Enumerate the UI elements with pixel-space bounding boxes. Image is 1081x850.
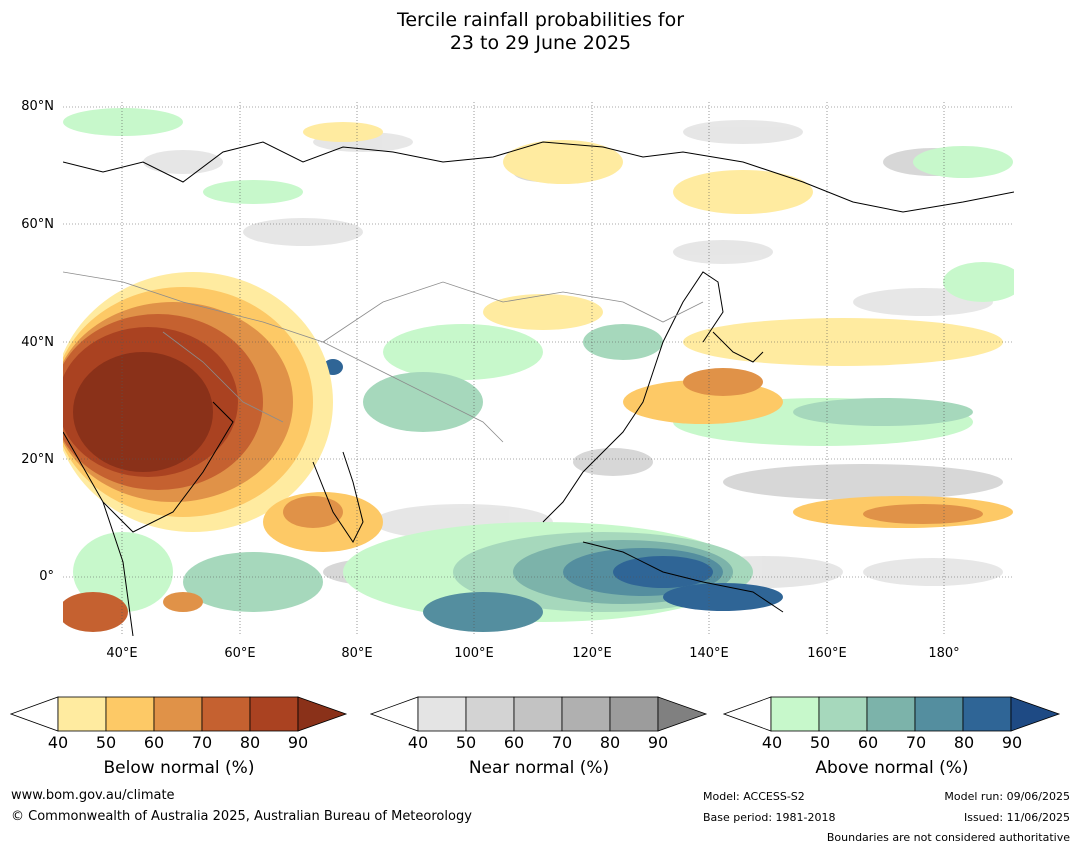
issued-text: Issued: 11/06/2025 bbox=[963, 811, 1070, 824]
model-run-text: Model run: 09/06/2025 bbox=[944, 790, 1070, 803]
tick: 80 bbox=[239, 733, 261, 752]
model-text: Model: ACCESS-S2 bbox=[703, 790, 805, 803]
tick: 90 bbox=[287, 733, 309, 752]
disclaimer-text: Boundaries are not considered authoritat… bbox=[826, 831, 1070, 844]
tick: 60 bbox=[503, 733, 525, 752]
tick: 80 bbox=[599, 733, 621, 752]
tick: 70 bbox=[905, 733, 927, 752]
tick: 70 bbox=[191, 733, 213, 752]
map-svg bbox=[63, 102, 1014, 636]
tick: 60 bbox=[143, 733, 165, 752]
colorbar-segment bbox=[105, 696, 155, 732]
lon-label-140e: 140°E bbox=[689, 646, 729, 661]
colorbar-segment bbox=[561, 696, 611, 732]
tick: 90 bbox=[1001, 733, 1023, 752]
tick: 50 bbox=[95, 733, 117, 752]
colorbar-segment bbox=[962, 696, 1012, 732]
lat-label-80n: 80°N bbox=[21, 99, 54, 114]
tick: 70 bbox=[551, 733, 573, 752]
lon-label-80e: 80°E bbox=[341, 646, 373, 661]
website-link[interactable]: www.bom.gov.au/climate bbox=[11, 788, 175, 803]
tick: 90 bbox=[647, 733, 669, 752]
tick: 40 bbox=[47, 733, 69, 752]
lon-label-40e: 40°E bbox=[106, 646, 138, 661]
tick: 50 bbox=[809, 733, 831, 752]
above-normal-patches bbox=[63, 108, 1014, 632]
map-title: Tercile rainfall probabilities for 23 to… bbox=[0, 9, 1081, 55]
colorbar-segment bbox=[201, 696, 251, 732]
colorbar-segment bbox=[57, 696, 107, 732]
country-borders bbox=[63, 271, 704, 443]
colorbar-segment bbox=[249, 696, 299, 732]
lon-label-160e: 160°E bbox=[807, 646, 847, 661]
colorbar-extend-high bbox=[297, 696, 348, 732]
colorbar-above-title: Above normal (%) bbox=[815, 758, 969, 778]
colorbar-extend-high bbox=[1010, 696, 1061, 732]
lat-label-0: 0° bbox=[39, 569, 54, 584]
tick: 50 bbox=[455, 733, 477, 752]
colorbar-segment bbox=[818, 696, 868, 732]
colorbar-segment bbox=[153, 696, 203, 732]
lon-label-60e: 60°E bbox=[224, 646, 256, 661]
colorbar-segment bbox=[513, 696, 563, 732]
title-line-2: 23 to 29 June 2025 bbox=[449, 32, 632, 54]
lat-label-20n: 20°N bbox=[21, 452, 54, 467]
lat-label-40n: 40°N bbox=[21, 335, 54, 350]
colorbar-segment bbox=[866, 696, 916, 732]
copyright-text: © Commonwealth of Australia 2025, Austra… bbox=[11, 809, 472, 824]
graticule bbox=[63, 102, 1014, 636]
tick: 40 bbox=[761, 733, 783, 752]
colorbar-above-normal bbox=[723, 696, 1061, 732]
lon-label-120e: 120°E bbox=[572, 646, 612, 661]
colorbar-extend-low bbox=[10, 696, 59, 732]
lon-label-100e: 100°E bbox=[454, 646, 494, 661]
colorbar-extend-high bbox=[657, 696, 708, 732]
lon-label-180: 180° bbox=[928, 646, 960, 661]
colorbar-extend-low bbox=[370, 696, 419, 732]
below-normal-patches bbox=[63, 122, 1013, 632]
colorbar-near-normal bbox=[370, 696, 708, 732]
colorbar-segment bbox=[914, 696, 964, 732]
base-period-text: Base period: 1981-2018 bbox=[703, 811, 836, 824]
colorbar-segment bbox=[609, 696, 659, 732]
title-line-1: Tercile rainfall probabilities for bbox=[396, 9, 685, 31]
colorbar-below-normal bbox=[10, 696, 348, 732]
tick: 40 bbox=[407, 733, 429, 752]
tick: 80 bbox=[953, 733, 975, 752]
lat-label-60n: 60°N bbox=[21, 217, 54, 232]
colorbar-extend-low bbox=[723, 696, 772, 732]
colorbar-near-title: Near normal (%) bbox=[468, 758, 610, 778]
coastlines bbox=[63, 141, 1014, 636]
colorbar-below-title: Below normal (%) bbox=[103, 758, 255, 778]
colorbar-segment bbox=[417, 696, 467, 732]
colorbar-segment bbox=[770, 696, 820, 732]
colorbar-segment bbox=[465, 696, 515, 732]
tick: 60 bbox=[857, 733, 879, 752]
rainfall-probability-map bbox=[63, 102, 1014, 636]
